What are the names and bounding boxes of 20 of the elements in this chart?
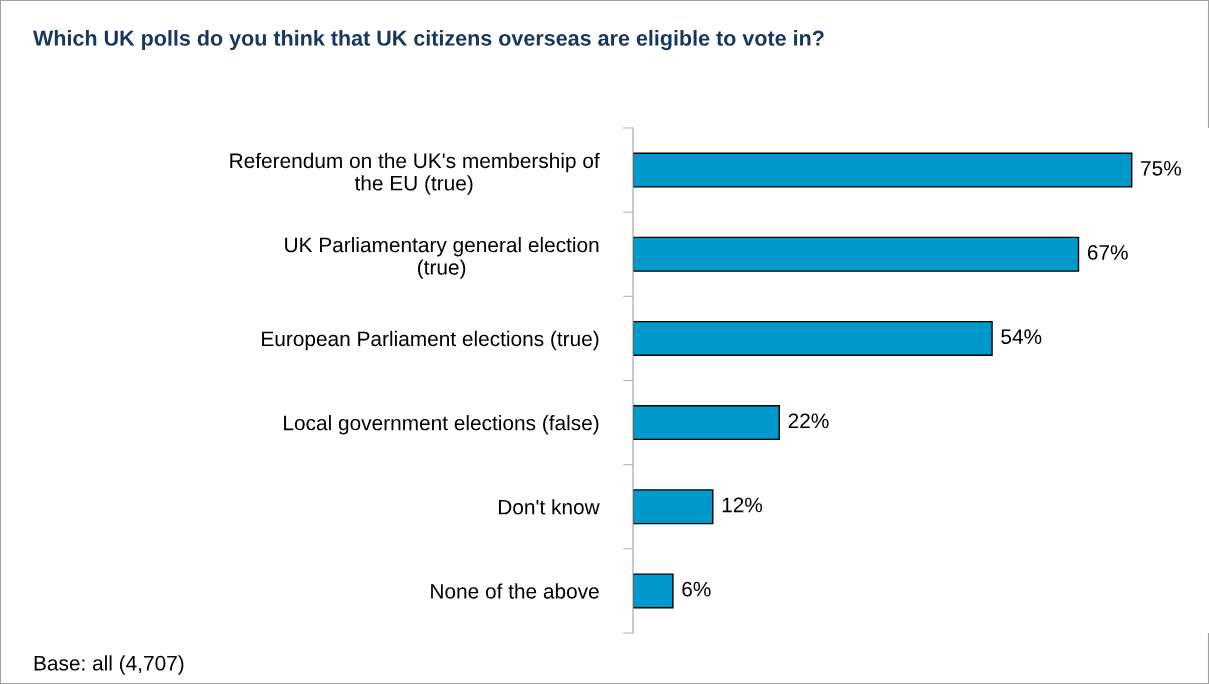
y-tick-label: Referendum on the UK's membership of the EU (true) [230, 152, 600, 195]
data-label: 6% [682, 581, 711, 597]
y-tick-label: Don't know [498, 499, 600, 515]
data-label: 54% [1001, 329, 1042, 345]
data-label: 67% [1087, 245, 1128, 260]
y-tick-label: None of the above [431, 583, 599, 599]
data-label: 22% [788, 413, 829, 429]
bar [633, 152, 1133, 188]
y-tick-label: UK Parliamentary general election (true) [285, 236, 599, 279]
text: Which UK polls do you think that UK citizens overseas are eligible to vote in? [33, 30, 824, 51]
y-tick-label: European Parliament elections (true) [262, 330, 599, 351]
text: Base: all (4,707) [34, 655, 184, 675]
y-tick-label: Local government elections (false) [284, 415, 599, 435]
data-label: 12% [722, 497, 763, 513]
bar [633, 236, 1080, 272]
bar [633, 320, 993, 356]
bar [633, 489, 714, 525]
bar [633, 405, 780, 441]
bar [633, 573, 674, 609]
data-label: 75% [1141, 161, 1181, 176]
